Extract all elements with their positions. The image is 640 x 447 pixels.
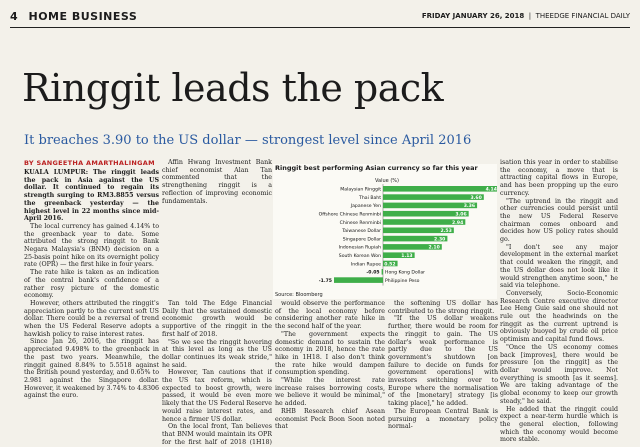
bar	[383, 219, 466, 225]
bar-value-label: 0.52	[384, 261, 395, 267]
byline: BY SANGEETHA AMARTHALINGAM	[24, 159, 155, 167]
bar	[383, 210, 469, 217]
paragraph: He added that the ringgit could expect a…	[500, 405, 618, 444]
article-column-5: isation this year in order to stabilise …	[500, 159, 618, 445]
bar-value-label: 3.36	[464, 203, 475, 209]
issue-date: FRIDAY JANUARY 26, 2018	[421, 12, 525, 20]
section-name: HOME BUSINESS	[28, 10, 138, 23]
article-column-4: the softening US dollar has contributed …	[388, 300, 498, 445]
paragraph: "The government expects domestic demand …	[275, 330, 385, 377]
category-label: Singapore Dollar	[343, 236, 381, 242]
bar-value-label: 2.94	[452, 220, 463, 226]
paragraph: The local currency has gained 4.14% to t…	[24, 222, 159, 269]
paragraph: However, others attributed the ringgit's…	[24, 299, 159, 338]
section-label: 4 HOME BUSINESS	[10, 10, 137, 23]
bar-value-label: 3.06	[455, 212, 466, 218]
bar	[383, 252, 415, 258]
paragraph: would observe the performance of the loc…	[275, 300, 385, 331]
publication-name: THEEDGE FINANCIAL DAILY	[535, 12, 630, 20]
subheadline: It breaches 3.90 to the US dollar — stro…	[24, 133, 472, 148]
bar-value-label: 4.14	[486, 187, 497, 193]
category-label: Philippine Peso	[385, 278, 420, 284]
chart-plot: Value (%) 4.14 Malaysian Ringgit 3.60 Thai B…	[319, 178, 497, 286]
bar	[383, 186, 497, 192]
bar-value-label: 3.60	[470, 195, 481, 201]
page-header: 4 HOME BUSINESS FRIDAY JANUARY 26, 2018 …	[10, 8, 630, 26]
category-label: Taiwanese Dollar	[341, 228, 381, 234]
bar-value-label: 2.53	[440, 228, 451, 234]
paragraph: "So we see the ringgit hovering at this …	[162, 338, 272, 369]
header-rule	[10, 27, 630, 28]
paragraph: "If the US dollar weakens further, there…	[388, 315, 498, 408]
article-column-2-top: Affin Hwang Investment Bank chief econom…	[162, 159, 272, 204]
bar	[383, 260, 398, 267]
paragraph: "I don't see any major development in th…	[500, 243, 618, 290]
paragraph: However, Tan cautions that if the US tax…	[162, 369, 272, 423]
category-label: Chinese Renminbi	[340, 220, 381, 226]
article-column-3: would observe the performance of the loc…	[275, 300, 385, 445]
paragraph: "The uptrend in the ringgit and other cu…	[500, 197, 618, 244]
headline: Ringgit leads the pack	[22, 66, 444, 110]
bar	[383, 227, 454, 234]
chart-title: Ringgit best performing Asian currency s…	[275, 164, 478, 172]
category-label: Thai Baht	[358, 195, 381, 201]
category-label: Malaysian Ringgit	[340, 187, 381, 193]
paragraph: "While the interest rate increase raises…	[275, 377, 385, 408]
category-label: Japanese Yen	[350, 203, 381, 209]
bar-value-label: 1.13	[401, 253, 412, 259]
bar-value-label: -0.05	[366, 270, 379, 276]
paragraph: Conversely, Socio-Economic Research Cent…	[500, 289, 618, 344]
paragraph: Tan told The Edge Financial Daily that t…	[162, 300, 272, 338]
page-number: 4	[10, 10, 19, 23]
article-column-1: KUALA LUMPUR: The ringgit leads the pack…	[24, 169, 159, 445]
currency-chart: Ringgit best performing Asian currency s…	[273, 164, 497, 299]
category-label: Indonesian Rupiah	[339, 245, 381, 251]
paragraph: RHB Research chief Asean economist Peck …	[275, 407, 385, 431]
paragraph: KUALA LUMPUR: The ringgit leads the pack…	[24, 169, 159, 223]
paragraph: Affin Hwang Investment Bank chief econom…	[162, 159, 272, 204]
category-label: Hong Kong Dollar	[385, 270, 425, 276]
bar	[383, 202, 478, 209]
bar-value-label: -1.75	[319, 278, 332, 284]
paragraph: the softening US dollar has contributed …	[388, 300, 498, 315]
paragraph: Since Jan 26, 2016, the ringgit has appr…	[24, 338, 159, 400]
paragraph: The European Central Bank is pursuing a …	[388, 407, 498, 431]
bar	[383, 194, 484, 200]
article-column-2-bottom: Tan told The Edge Financial Daily that t…	[162, 300, 272, 445]
category-label: Indian Rupee	[351, 261, 381, 267]
value-axis-label: Value (%)	[375, 178, 399, 184]
paragraph: "Once the US economy comes back [improve…	[500, 343, 618, 405]
bar-value-label: 2.10	[428, 245, 439, 251]
paragraph: isation this year in order to stabilise …	[500, 159, 618, 197]
bar	[381, 269, 383, 275]
bar	[383, 244, 442, 250]
paragraph: On the local front, Tan believes that BN…	[162, 423, 272, 445]
category-label: South Korean Won	[339, 253, 381, 259]
bar	[383, 235, 448, 242]
bar-value-label: 2.30	[434, 236, 445, 242]
paragraph: The rate hike is taken as an indication …	[24, 269, 159, 300]
category-label: Offshore Chinese Renminbi	[319, 212, 381, 218]
bar	[334, 277, 383, 283]
masthead: FRIDAY JANUARY 26, 2018 | THEEDGE FINANC…	[421, 12, 630, 20]
chart-source: Source: Bloomberg	[275, 292, 323, 298]
